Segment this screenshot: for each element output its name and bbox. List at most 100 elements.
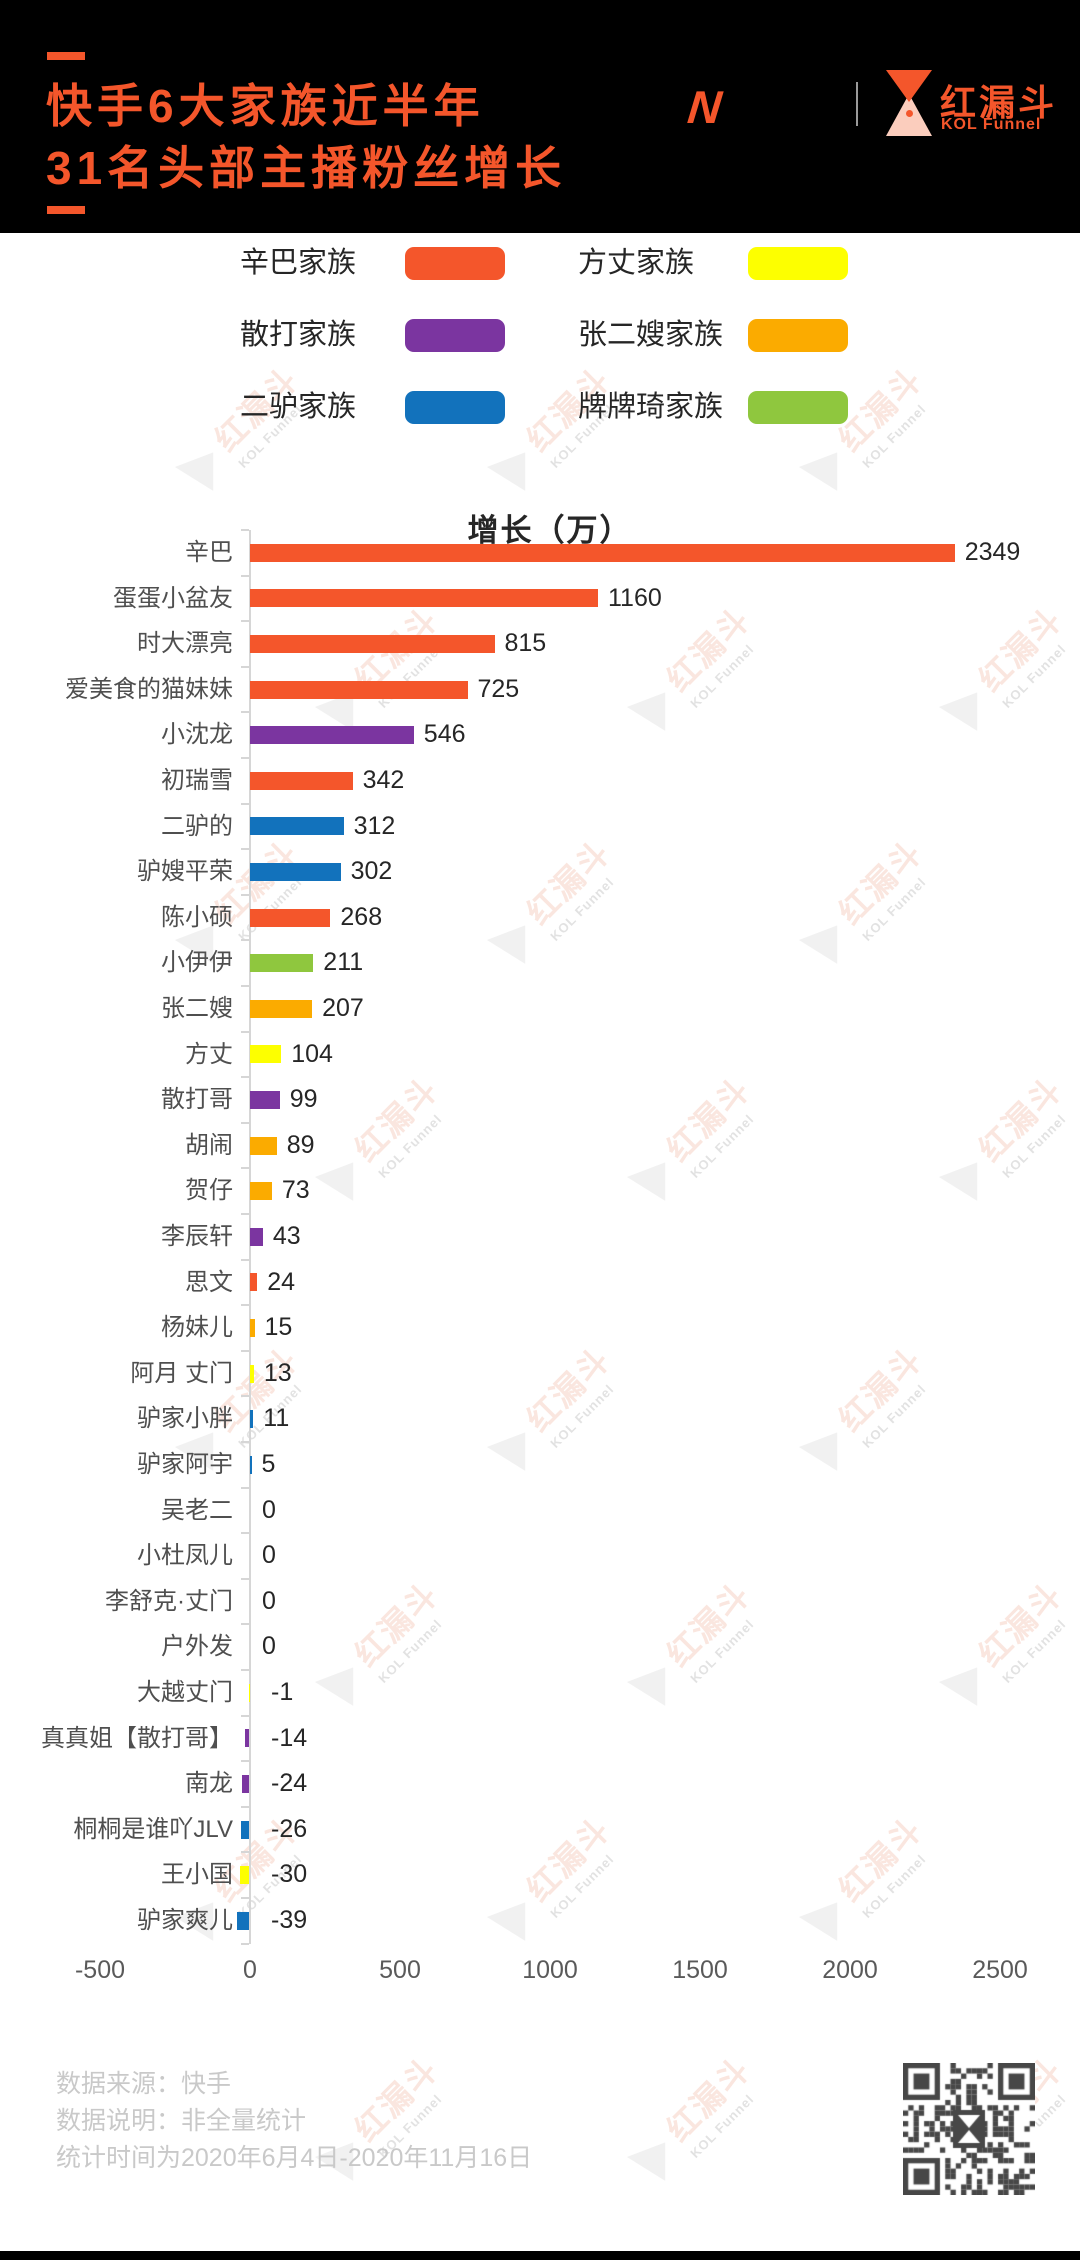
- y-axis-tick: [241, 1258, 249, 1261]
- legend-color-swatch: [405, 247, 505, 280]
- bar: [250, 863, 341, 881]
- bar-category-label: 方丈: [185, 1040, 233, 1068]
- y-axis-tick: [241, 620, 249, 623]
- y-axis-tick: [241, 1577, 249, 1580]
- bar-category-label: 阿月 丈门: [130, 1359, 233, 1387]
- bar-category-label: 初瑞雪: [161, 767, 233, 794]
- bar-value-label: 43: [272, 1222, 301, 1250]
- bar-value-label: 0: [262, 1586, 276, 1615]
- funnel-watermark-icon: [794, 1891, 856, 1953]
- legend-item-label: 方丈家族: [578, 247, 695, 279]
- bar: [250, 1227, 263, 1246]
- bar-value-label: 24: [267, 1267, 295, 1296]
- y-axis-tick: [241, 1395, 249, 1398]
- x-axis-tick-label: -500: [74, 1956, 126, 1984]
- bar: [241, 1820, 249, 1839]
- y-axis-tick: [241, 1714, 249, 1717]
- bar-category-label: 陈小硕: [161, 903, 233, 931]
- bar: [250, 1455, 252, 1474]
- bar: [250, 954, 314, 973]
- funnel-watermark-icon: [794, 441, 856, 503]
- y-axis-tick: [241, 1030, 249, 1033]
- bar-category-label: 驴嫂平荣: [137, 858, 233, 886]
- y-axis-tick: [241, 939, 249, 942]
- brand-name: 红漏斗: [940, 82, 1058, 123]
- page-title-line1: 快手6大家族近半年: [46, 80, 485, 132]
- y-axis-tick: [241, 1213, 249, 1215]
- bar: [250, 908, 331, 927]
- bar: [250, 543, 955, 562]
- y-axis-tick: [241, 802, 249, 805]
- y-axis-tick: [241, 1760, 249, 1763]
- bar-value-label: 5: [261, 1450, 276, 1478]
- y-axis-tick: [241, 1121, 249, 1124]
- legend-color-swatch: [405, 391, 505, 424]
- funnel-watermark-icon: [934, 1151, 996, 1213]
- legend-item-label: 牌牌琦家族: [578, 391, 724, 423]
- bar-category-label: 杨妹儿: [161, 1314, 233, 1342]
- bar: [241, 1775, 249, 1793]
- bar-category-label: 驴家小胖: [137, 1405, 233, 1433]
- legend-item-label: 散打家族: [240, 319, 357, 351]
- footer-note: 数据来源：快手: [56, 2070, 232, 2098]
- brand-subtitle: KOL Funnel: [941, 116, 1042, 133]
- y-axis-tick: [241, 665, 249, 668]
- y-axis-tick: [241, 574, 249, 577]
- bar-value-label: 0: [262, 1541, 276, 1570]
- bar-category-label: 张二嫂: [161, 995, 233, 1022]
- funnel-watermark-icon: [794, 1421, 856, 1483]
- bar-value-label: 89: [286, 1130, 315, 1159]
- legend-color-swatch: [405, 319, 505, 352]
- header-dash-top: [47, 52, 85, 60]
- bar-value-label: 1160: [608, 583, 662, 612]
- bar-value-label: 2349: [964, 538, 1021, 566]
- y-axis-tick: [241, 1942, 249, 1945]
- x-axis-tick-label: 0: [243, 1956, 257, 1984]
- bar-category-label: 爱美食的猫妹妹: [65, 675, 233, 703]
- bar-value-label: 725: [477, 674, 520, 703]
- bar: [250, 1136, 277, 1155]
- bar-value-label: 312: [353, 811, 396, 840]
- bar-value-label: 268: [340, 902, 383, 931]
- bar-category-label: 时大漂亮: [137, 630, 233, 658]
- funnel-watermark-icon: [482, 1891, 544, 1953]
- bar: [250, 1319, 255, 1337]
- bar-category-label: 二驴的: [161, 812, 233, 840]
- bar: [250, 635, 495, 653]
- funnel-watermark-icon: [482, 1421, 544, 1483]
- bar-category-label: 南龙: [185, 1770, 233, 1798]
- funnel-watermark-icon: [310, 1656, 372, 1718]
- bar-value-label: 13: [263, 1358, 292, 1387]
- bar-value-label: 342: [362, 766, 405, 794]
- y-axis-tick: [241, 848, 249, 851]
- bar-category-label: 小杜凤儿: [137, 1542, 233, 1570]
- bar-category-label: 小伊伊: [161, 949, 233, 977]
- legend-color-swatch: [748, 391, 848, 424]
- legend-color-swatch: [748, 319, 848, 352]
- newrank-n-mark-icon: N: [685, 81, 724, 133]
- footer-note: 统计时间为2020年6月4日-2020年11月16日: [56, 2144, 533, 2172]
- bar: [250, 1273, 258, 1292]
- bar: [250, 680, 468, 699]
- y-axis-tick: [241, 711, 249, 714]
- legend-item-label: 辛巴家族: [240, 247, 357, 279]
- funnel-watermark-icon: [482, 441, 544, 503]
- bar: [250, 589, 598, 608]
- funnel-watermark-icon: [622, 1151, 684, 1213]
- bar: [250, 771, 353, 790]
- bar-value-label: -1: [271, 1678, 294, 1706]
- bar-category-label: 小沈龙: [161, 721, 233, 749]
- bar-category-label: 李辰轩: [161, 1223, 233, 1250]
- y-axis-tick: [241, 1897, 249, 1899]
- y-axis-tick: [241, 1805, 249, 1808]
- bar-category-label: 吴老二: [161, 1496, 233, 1524]
- bar-value-label: 99: [289, 1085, 318, 1114]
- funnel-watermark-icon: [482, 914, 544, 976]
